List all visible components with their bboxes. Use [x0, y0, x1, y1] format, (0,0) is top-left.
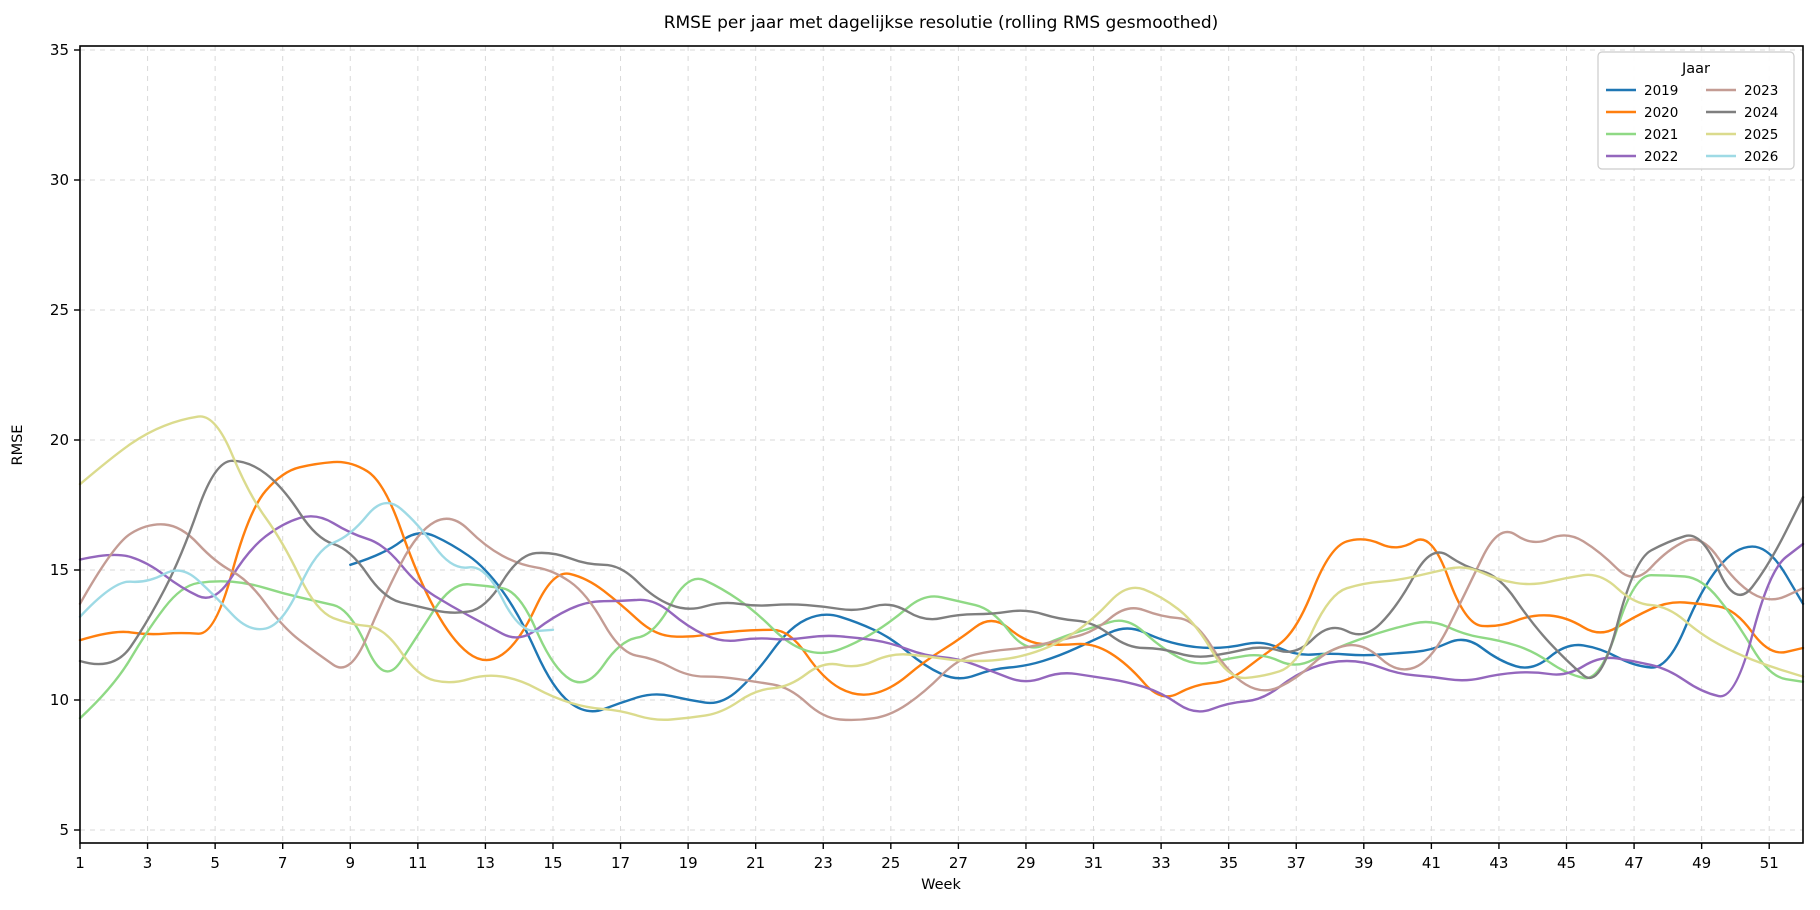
legend-item-2023: 2023: [1706, 83, 1778, 99]
legend-item-2026: 2026: [1706, 149, 1778, 165]
y-tick-label: 25: [50, 301, 69, 319]
legend-item-2020: 2020: [1606, 105, 1678, 121]
x-tick-label: 23: [814, 854, 833, 872]
x-tick-label: 31: [1084, 854, 1103, 872]
x-tick-label: 7: [278, 854, 288, 872]
x-tick-label: 51: [1760, 854, 1779, 872]
legend-item-2019: 2019: [1606, 83, 1678, 99]
x-tick-label: 19: [679, 854, 698, 872]
legend-item-2021: 2021: [1606, 127, 1678, 143]
legend-label-2024: 2024: [1744, 105, 1778, 121]
x-tick-label: 49: [1692, 854, 1711, 872]
legend-label-2019: 2019: [1644, 83, 1678, 99]
legend-label-2023: 2023: [1744, 83, 1778, 99]
x-tick-label: 47: [1625, 854, 1644, 872]
x-tick-label: 11: [408, 854, 427, 872]
x-tick-label: 41: [1422, 854, 1441, 872]
legend-item-2022: 2022: [1606, 149, 1678, 165]
series-line-2019: [349, 532, 1805, 713]
legend-item-2024: 2024: [1706, 105, 1778, 121]
x-tick-label: 9: [346, 854, 356, 872]
x-tick-label: 25: [881, 854, 900, 872]
x-tick-label: 27: [949, 854, 968, 872]
y-axis-label: RMSE: [10, 425, 26, 466]
legend-label-2026: 2026: [1744, 149, 1778, 165]
x-tick-label: 45: [1557, 854, 1576, 872]
legend-label-2020: 2020: [1644, 105, 1678, 121]
x-axis: 1 3 5 7 9 11 13 15 17 19 21 23 25 27 29 31 33 35 37 39 41 43 4…: [75, 843, 1779, 872]
series-lines: [78, 415, 1805, 722]
x-tick-label: 37: [1287, 854, 1306, 872]
series-line-2025: [78, 415, 1805, 721]
x-tick-label: 13: [476, 854, 495, 872]
y-tick-label: 20: [50, 431, 69, 449]
legend-title: Jaar: [1681, 61, 1710, 77]
series-line-2024: [78, 459, 1805, 679]
y-tick-label: 30: [50, 171, 69, 189]
x-tick-label: 17: [611, 854, 630, 872]
chart-title: RMSE per jaar met dagelijkse resolutie (…: [664, 13, 1219, 33]
legend-box: [1597, 51, 1795, 170]
legend-label-2025: 2025: [1744, 127, 1778, 143]
legend-item-2025: 2025: [1706, 127, 1778, 143]
x-tick-label: 15: [543, 854, 562, 872]
series-line-2020: [78, 460, 1805, 698]
x-tick-label: 21: [746, 854, 765, 872]
legend-label-2021: 2021: [1644, 127, 1678, 143]
series-line-2026: [78, 501, 555, 633]
series-line-2022: [78, 515, 1805, 713]
x-tick-label: 3: [143, 854, 153, 872]
y-tick-label: 35: [50, 41, 69, 59]
x-tick-label: 43: [1489, 854, 1508, 872]
y-tick-label: 15: [50, 561, 69, 579]
x-tick-label: 33: [1152, 854, 1171, 872]
gridlines: [79, 46, 1803, 843]
y-tick-label: 10: [50, 691, 69, 709]
plot-border: [79, 45, 1804, 844]
y-tick-label: 5: [59, 821, 69, 839]
legend-label-2022: 2022: [1644, 149, 1678, 165]
x-tick-label: 35: [1219, 854, 1238, 872]
series-line-2021: [78, 574, 1805, 720]
y-axis: 5 10 15 20 25 30 35: [50, 41, 80, 839]
x-tick-label: 1: [75, 854, 85, 872]
x-tick-label: 5: [210, 854, 220, 872]
x-tick-label: 29: [1016, 854, 1035, 872]
x-axis-label: Week: [921, 877, 961, 893]
x-tick-label: 39: [1354, 854, 1373, 872]
